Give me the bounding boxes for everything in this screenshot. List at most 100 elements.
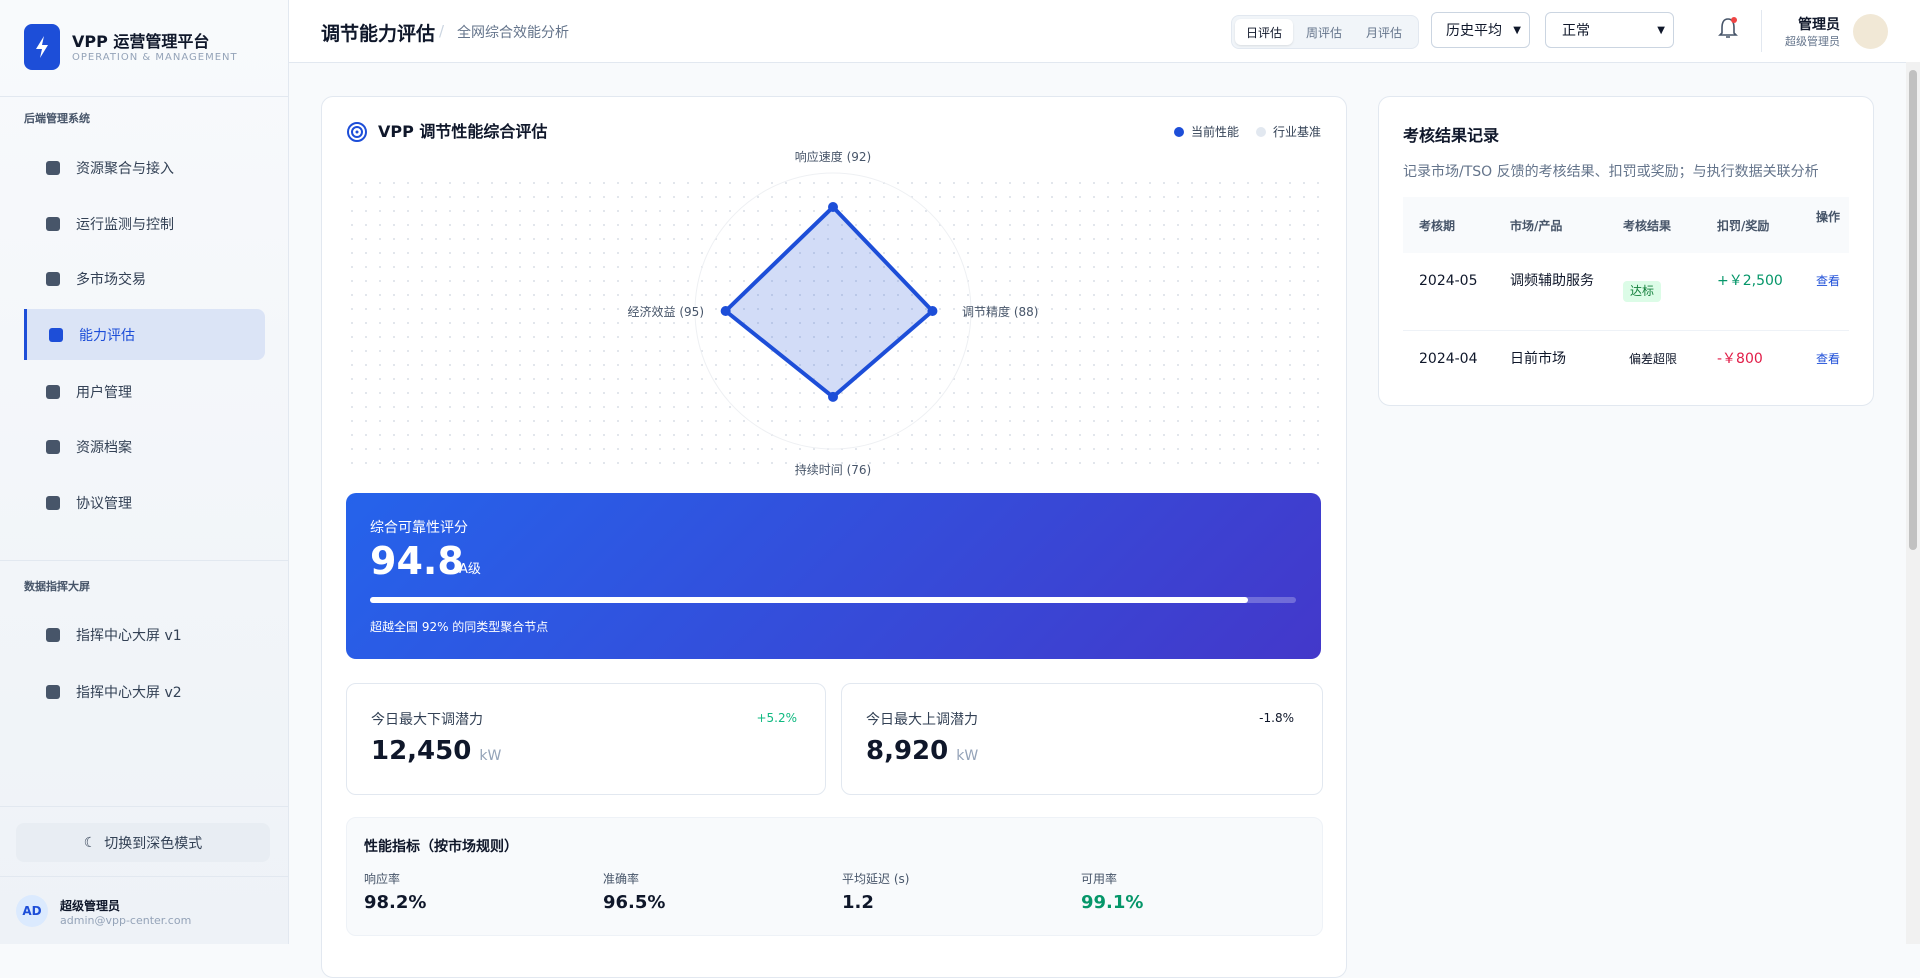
- user-name: 超级管理员: [60, 899, 121, 913]
- radar-point: [927, 306, 938, 316]
- kpi-card: 今日最大上调潜力 8,920 kW -1.8%: [841, 683, 1323, 795]
- radar-point: [720, 306, 731, 316]
- metric-label: 平均延迟 (s): [842, 872, 910, 886]
- table-header: 扣罚/奖励: [1717, 219, 1770, 233]
- subtitle: 全网综合效能分析: [457, 25, 569, 41]
- menu-label: 协议管理: [76, 495, 132, 512]
- metrics-title: 性能指标（按市场规则）: [364, 839, 518, 855]
- score-grade: A级: [459, 562, 481, 577]
- row-divider: [1403, 330, 1849, 331]
- tab[interactable]: 月评估: [1365, 25, 1402, 40]
- menu-label: 用户管理: [76, 384, 132, 401]
- table-cell: 日前市场: [1510, 351, 1566, 367]
- scrollbar[interactable]: [1906, 62, 1920, 944]
- kpi-value: 8,920: [866, 736, 949, 766]
- score-bar: [370, 597, 1248, 603]
- table-cell: -￥800: [1717, 351, 1763, 367]
- score-label: 综合可靠性评分: [370, 520, 468, 536]
- separator: /: [439, 22, 445, 40]
- select[interactable]: 历史平均 ▼: [1431, 12, 1530, 48]
- menu-item[interactable]: 资源档案: [24, 421, 262, 472]
- records-card: 考核结果记录 记录市场/TSO 反馈的考核结果、扣罚或奖励；与执行数据关联分析 …: [1378, 96, 1874, 406]
- menu-label: 指挥中心大屏 v2: [76, 684, 182, 701]
- table-cell: 2024-04: [1419, 351, 1478, 367]
- radar-ring: [694, 172, 972, 450]
- axis-label: 响应速度 (92): [795, 149, 871, 164]
- section-title: 后端管理系统: [24, 112, 90, 125]
- kpi-card: 今日最大下调潜力 12,450 kW +5.2%: [346, 683, 826, 795]
- sidebar: VPP 运营管理平台 OPERATION & MANAGEMENT 后端管理系统…: [0, 0, 289, 944]
- chart-title: VPP 调节性能综合评估: [378, 122, 547, 141]
- select[interactable]: 正常 ▼: [1545, 12, 1674, 48]
- view-link[interactable]: 查看: [1816, 274, 1841, 288]
- menu-item[interactable]: 指挥中心大屏 v2: [24, 666, 262, 717]
- table-cell: +￥2,500: [1717, 273, 1783, 289]
- metrics-panel: 性能指标（按市场规则） 响应率 98.2% 准确率 96.5% 平均延迟 (s) 1.2 可…: [346, 817, 1323, 936]
- brand-sub: OPERATION & MANAGEMENT: [72, 52, 238, 63]
- logo: [24, 24, 60, 70]
- kpi-unit: kW: [479, 748, 502, 764]
- score-note: 超越全国 92% 的同类型聚合节点: [370, 620, 549, 634]
- metric-value: 98.2%: [364, 892, 427, 913]
- select-value: 历史平均: [1446, 23, 1502, 39]
- table-header: 考核结果: [1623, 219, 1672, 233]
- metric-label: 准确率: [603, 872, 640, 886]
- menu-item[interactable]: 资源聚合与接入: [24, 142, 262, 193]
- evaluation-card: VPP 调节性能综合评估响应速度 (92) 调节精度 (88) 持续时间 (76) 经…: [321, 96, 1347, 978]
- menu-item[interactable]: 运行监测与控制: [24, 198, 262, 249]
- axis-label: 经济效益 (95): [628, 304, 704, 319]
- table-cell: 调频辅助服务: [1510, 273, 1594, 289]
- menu-item[interactable]: 多市场交易: [24, 253, 262, 304]
- score-value: 94.8: [370, 539, 464, 583]
- kpi-unit: kW: [956, 748, 979, 764]
- radar-point: [828, 202, 838, 213]
- menu-label: 指挥中心大屏 v1: [76, 627, 182, 644]
- header: 调节能力评估 / 全网综合效能分析 日评估 周评估 月评估 历史平均 ▼ 正常 ▼ 管理…: [289, 0, 1920, 63]
- dark-mode-label: 切换到深色模式: [104, 835, 203, 852]
- metric-label: 响应率: [364, 872, 401, 886]
- menu-item[interactable]: 用户管理: [24, 366, 262, 417]
- metric-value: 99.1%: [1081, 892, 1144, 913]
- axis-label: 调节精度 (88): [962, 304, 1038, 319]
- user-email: admin@vpp-center.com: [60, 914, 192, 927]
- legend-swatch: [1174, 127, 1184, 137]
- metric-value: 1.2: [842, 892, 874, 913]
- legend-swatch: [1256, 127, 1266, 137]
- table-cell: 2024-05: [1419, 273, 1478, 289]
- records-title: 考核结果记录: [1403, 126, 1500, 145]
- avatar: AD: [16, 895, 48, 927]
- brand: VPP 运营管理平台: [72, 32, 210, 51]
- radar-point: [828, 391, 838, 402]
- metric-value: 96.5%: [603, 892, 666, 913]
- header-avatar[interactable]: [1853, 14, 1888, 49]
- tab-group: 日评估 周评估 月评估: [1231, 15, 1419, 49]
- tab[interactable]: 周评估: [1305, 25, 1342, 40]
- table-header: 操作: [1816, 210, 1841, 224]
- view-link[interactable]: 查看: [1816, 352, 1841, 366]
- menu-label: 运行监测与控制: [76, 216, 174, 233]
- metric-label: 可用率: [1081, 872, 1118, 886]
- notification-bell[interactable]: [1717, 16, 1739, 42]
- header-user-name: 管理员: [1798, 17, 1840, 33]
- axis-label: 持续时间 (76): [795, 462, 871, 477]
- menu-label: 资源聚合与接入: [76, 160, 174, 177]
- dark-mode-button[interactable]: ☾ 切换到深色模式: [16, 823, 270, 862]
- menu-label: 多市场交易: [76, 271, 146, 288]
- menu-item[interactable]: 能力评估: [24, 309, 265, 360]
- kpi-label: 今日最大上调潜力: [866, 712, 978, 728]
- table-cell: 达标: [1623, 281, 1662, 302]
- tab[interactable]: 日评估: [1235, 19, 1293, 45]
- header-user-role: 超级管理员: [1785, 35, 1840, 48]
- kpi-change: -1.8%: [1259, 711, 1294, 725]
- menu-label: 资源档案: [76, 439, 132, 456]
- menu-item[interactable]: 协议管理: [24, 477, 262, 528]
- table-header: 市场/产品: [1510, 219, 1563, 233]
- kpi-label: 今日最大下调潜力: [371, 712, 483, 728]
- page-title: 调节能力评估: [321, 23, 436, 45]
- kpi-change: +5.2%: [756, 711, 797, 725]
- section-title: 数据指挥大屏: [24, 580, 90, 593]
- menu-item[interactable]: 指挥中心大屏 v1: [24, 609, 262, 660]
- score-card: 综合可靠性评分 94.8 A级 超越全国 92% 的同类型聚合节点: [346, 493, 1321, 659]
